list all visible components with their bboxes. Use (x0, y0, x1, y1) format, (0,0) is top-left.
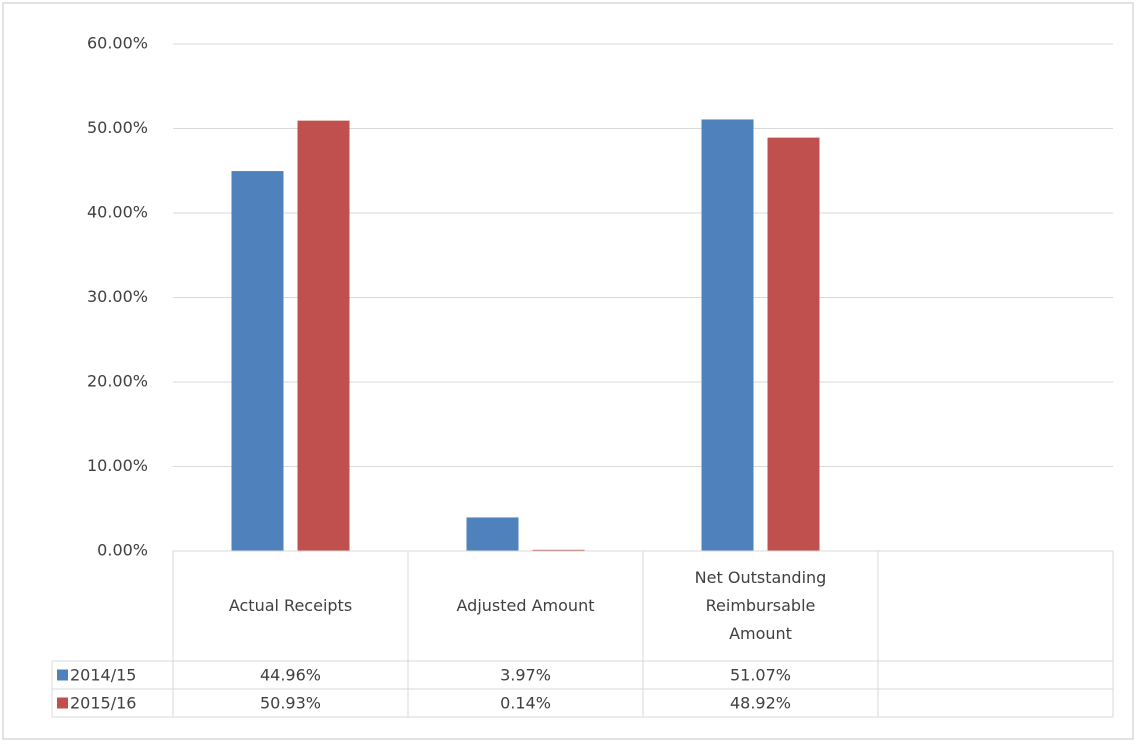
x-tick-label-cell: Actual Receipts (173, 551, 408, 661)
table-value: 51.07% (730, 666, 791, 685)
bar (466, 517, 519, 551)
y-tick-label: 10.00% (87, 456, 148, 475)
x-tick-label: Net Outstanding Reimbursable Amount (694, 568, 827, 643)
y-tick-label: 40.00% (87, 203, 148, 222)
legend-key (57, 669, 68, 681)
legend-key (57, 697, 68, 709)
x-tick-label-cell: Adjusted Amount (408, 551, 643, 661)
y-tick-label: 50.00% (87, 118, 148, 137)
legend-label: 2015/16 (70, 694, 136, 713)
table-value: 48.92% (730, 694, 791, 713)
table-value: 3.97% (500, 666, 551, 685)
y-tick-label: 60.00% (87, 34, 148, 53)
y-tick-label: 0.00% (97, 541, 148, 560)
y-tick-label: 30.00% (87, 287, 148, 306)
y-tick-label: 20.00% (87, 372, 148, 391)
x-tick-label-box: Actual Receipts (173, 551, 408, 661)
x-tick-label-box: Net Outstanding Reimbursable Amount (643, 551, 878, 661)
legend-label: 2014/15 (70, 666, 136, 685)
bar (767, 137, 820, 551)
table-value: 44.96% (260, 666, 321, 685)
bar (532, 549, 585, 551)
x-tick-label-cell: Net Outstanding Reimbursable Amount (643, 551, 878, 661)
table-value: 0.14% (500, 694, 551, 713)
x-tick-label-box: Adjusted Amount (408, 551, 643, 661)
bar (231, 171, 284, 551)
x-tick-label: Actual Receipts (228, 596, 353, 615)
bar (701, 119, 754, 552)
table-value: 50.93% (260, 694, 321, 713)
x-tick-label: Adjusted Amount (456, 596, 595, 615)
bar (297, 120, 350, 551)
